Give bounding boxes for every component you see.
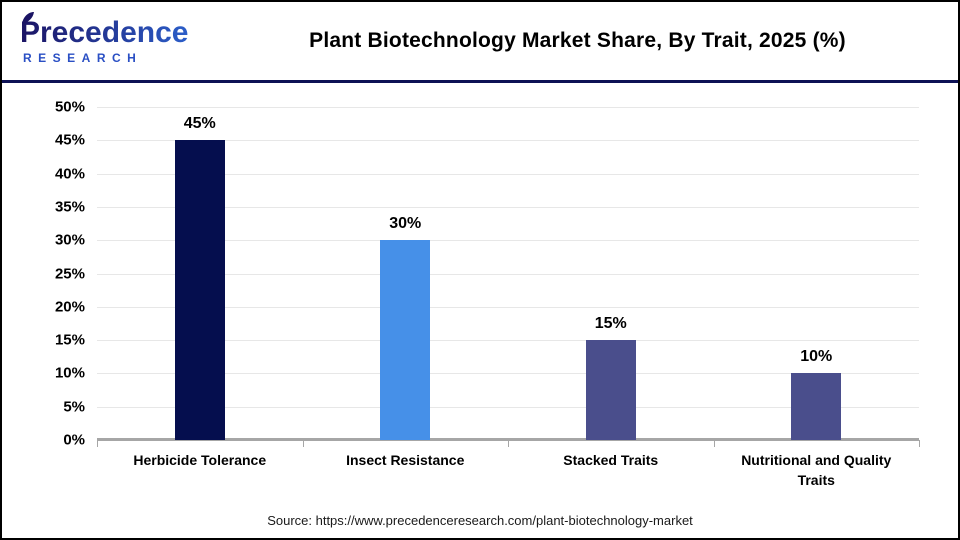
y-tick-label: 30% bbox=[54, 231, 85, 249]
y-tick-label: 15% bbox=[54, 331, 85, 349]
logo-text-research: RESEARCH bbox=[23, 51, 143, 65]
bar-slot: 15% bbox=[508, 107, 714, 440]
gridline bbox=[97, 273, 919, 275]
y-tick-label: 10% bbox=[54, 364, 85, 382]
gridline bbox=[97, 373, 919, 375]
y-tick-label: 20% bbox=[54, 298, 85, 316]
x-category-label: Stacked Traits bbox=[563, 452, 659, 468]
plot-area: 50% 45% 40% 35% 30% 25% 20% 15% 10% 5% 0% 45% 30% 15%… bbox=[55, 99, 920, 449]
logo-wordmark: Precedence bbox=[20, 12, 227, 49]
x-tick-mark bbox=[713, 440, 715, 447]
y-tick-label: 50% bbox=[54, 98, 85, 116]
gridline bbox=[97, 173, 919, 175]
bar-1 bbox=[174, 140, 225, 440]
x-tick-mark bbox=[508, 440, 509, 447]
gridline bbox=[97, 240, 919, 242]
y-tick-label: 0% bbox=[63, 431, 85, 449]
x-category-label: Nutritional and Quality Traits bbox=[741, 452, 892, 488]
gridline bbox=[97, 107, 919, 108]
gridline bbox=[97, 406, 919, 408]
bar-slot: 30% bbox=[303, 107, 509, 440]
gridline bbox=[97, 306, 919, 308]
bar-value-label: 45% bbox=[183, 115, 216, 133]
logo-text-precedence: Precedence bbox=[20, 16, 189, 49]
gridline bbox=[97, 340, 919, 342]
gridline bbox=[97, 140, 919, 142]
x-category-label: Herbicide Tolerance bbox=[133, 452, 267, 468]
x-axis-category-labels: Herbicide Tolerance Insect Resistance Stac… bbox=[97, 450, 919, 490]
x-tick-mark bbox=[302, 440, 304, 447]
bar-value-label: 30% bbox=[389, 215, 422, 233]
source-text: Source: https://www.precedenceresearch.c… bbox=[267, 513, 693, 528]
header-separator-line bbox=[2, 80, 958, 83]
x-category-label: Insect Resistance bbox=[346, 452, 465, 468]
precedence-research-logo: Precedence RESEARCH bbox=[2, 12, 227, 65]
x-tick-mark bbox=[919, 440, 920, 447]
y-tick-label: 5% bbox=[63, 398, 85, 416]
y-tick-label: 40% bbox=[54, 165, 85, 183]
bar-3 bbox=[585, 340, 636, 440]
leaf-icon bbox=[22, 12, 34, 24]
y-tick-label: 45% bbox=[54, 131, 85, 149]
x-tick-mark bbox=[97, 440, 98, 447]
bar-4 bbox=[791, 373, 842, 440]
chart-title: Plant Biotechnology Market Share, By Tra… bbox=[309, 29, 846, 52]
gridline bbox=[97, 206, 919, 208]
x-axis-line bbox=[97, 438, 919, 441]
bar-slot: 10% bbox=[714, 107, 920, 440]
bar-2 bbox=[380, 240, 431, 440]
bar-slot: 45% bbox=[97, 107, 303, 440]
header: Precedence RESEARCH Plant Biotechnology … bbox=[2, 2, 958, 80]
bar-value-label: 15% bbox=[594, 315, 627, 333]
y-tick-label: 35% bbox=[54, 198, 85, 216]
y-tick-label: 25% bbox=[54, 265, 85, 282]
bar-value-label: 10% bbox=[800, 348, 833, 366]
